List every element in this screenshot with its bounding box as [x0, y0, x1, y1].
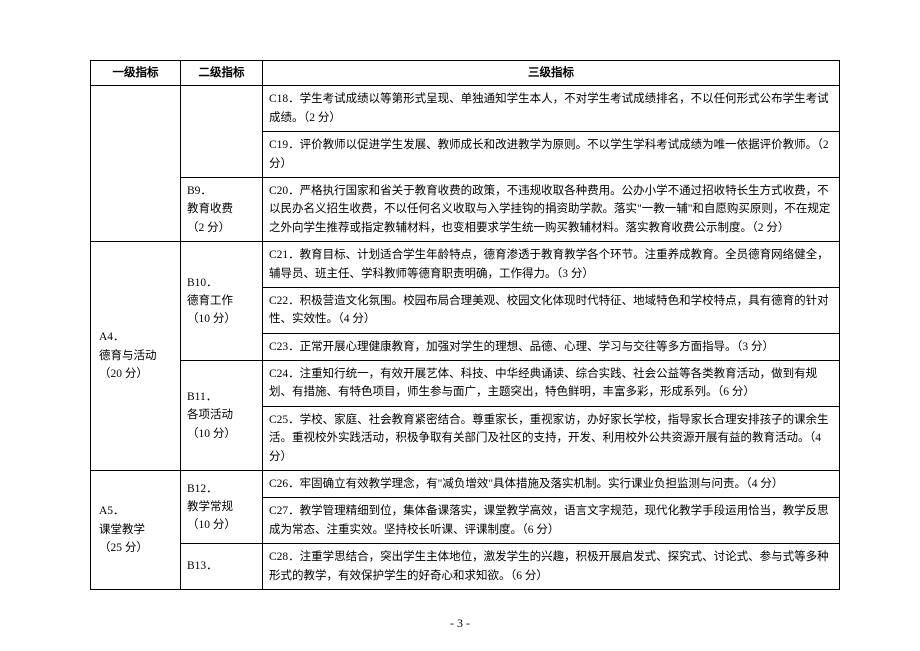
indicator-table: 一级指标 二级指标 三级指标 C18．学生考试成绩以等第形式呈现、单独通知学生本… — [90, 60, 840, 590]
header-col3: 三级指标 — [263, 61, 840, 86]
header-row: 一级指标 二级指标 三级指标 — [91, 61, 840, 86]
table-row: A5．课堂教学（25 分） B12．教学常规（10 分） C26．牢固确立有效教… — [91, 471, 840, 498]
table-row: B13． C28．注重学思结合，突出学生主体地位，激发学生的兴趣，积极开展启发式… — [91, 544, 840, 590]
cell-c24: C24．注重知行统一，有效开展艺体、科技、中华经典诵读、综合实践、社会公益等各类… — [263, 361, 840, 407]
cell-c19: C19．评价教师以促进学生发展、教师成长和改进教学为原则。不以学生学科考试成绩为… — [263, 132, 840, 178]
cell-b11: B11．各项活动（10 分） — [181, 361, 263, 471]
cell-c20: C20．严格执行国家和省关于教育收费的政策，不违规收取各种费用。公办小学不通过招… — [263, 177, 840, 241]
cell-a4: A4．德育与活动（20 分） — [91, 242, 181, 471]
cell-c25: C25．学校、家庭、社会教育紧密结合。尊重家长，重视家访，办好家长学校，指导家长… — [263, 406, 840, 470]
cell-b-blank — [181, 86, 263, 178]
page-number: - 3 - — [0, 616, 920, 631]
cell-c26: C26．牢固确立有效教学理念，有"减负增效"具体措施及落实机制。实行课业负担监测… — [263, 471, 840, 498]
header-col2: 二级指标 — [181, 61, 263, 86]
cell-c28: C28．注重学思结合，突出学生主体地位，激发学生的兴趣，积极开展启发式、探究式、… — [263, 544, 840, 590]
cell-b12: B12．教学常规（10 分） — [181, 471, 263, 544]
cell-b13: B13． — [181, 544, 263, 590]
header-col1: 一级指标 — [91, 61, 181, 86]
table-row: B9．教育收费（2 分） C20．严格执行国家和省关于教育收费的政策，不违规收取… — [91, 177, 840, 241]
cell-a-blank — [91, 86, 181, 242]
cell-c23: C23．正常开展心理健康教育，加强对学生的理想、品德、心理、学习与交往等多方面指… — [263, 333, 840, 360]
table-row: A4．德育与活动（20 分） B10．德育工作（10 分） C21．教育目标、计… — [91, 242, 840, 288]
cell-b9: B9．教育收费（2 分） — [181, 177, 263, 241]
cell-c22: C22．积极营造文化氛围。校园布局合理美观、校园文化体现时代特征、地域特色和学校… — [263, 287, 840, 333]
table-row: C18．学生考试成绩以等第形式呈现、单独通知学生本人，不对学生考试成绩排名，不以… — [91, 86, 840, 132]
cell-a5: A5．课堂教学（25 分） — [91, 471, 181, 590]
cell-b10: B10．德育工作（10 分） — [181, 242, 263, 361]
cell-c21: C21．教育目标、计划适合学生年龄特点，德育渗透于教育教学各个环节。注重养成教育… — [263, 242, 840, 288]
cell-c27: C27．教学管理精细到位，集体备课落实，课堂教学高效，语言文字规范，现代化教学手… — [263, 498, 840, 544]
table-row: B11．各项活动（10 分） C24．注重知行统一，有效开展艺体、科技、中华经典… — [91, 361, 840, 407]
cell-c18: C18．学生考试成绩以等第形式呈现、单独通知学生本人，不对学生考试成绩排名，不以… — [263, 86, 840, 132]
